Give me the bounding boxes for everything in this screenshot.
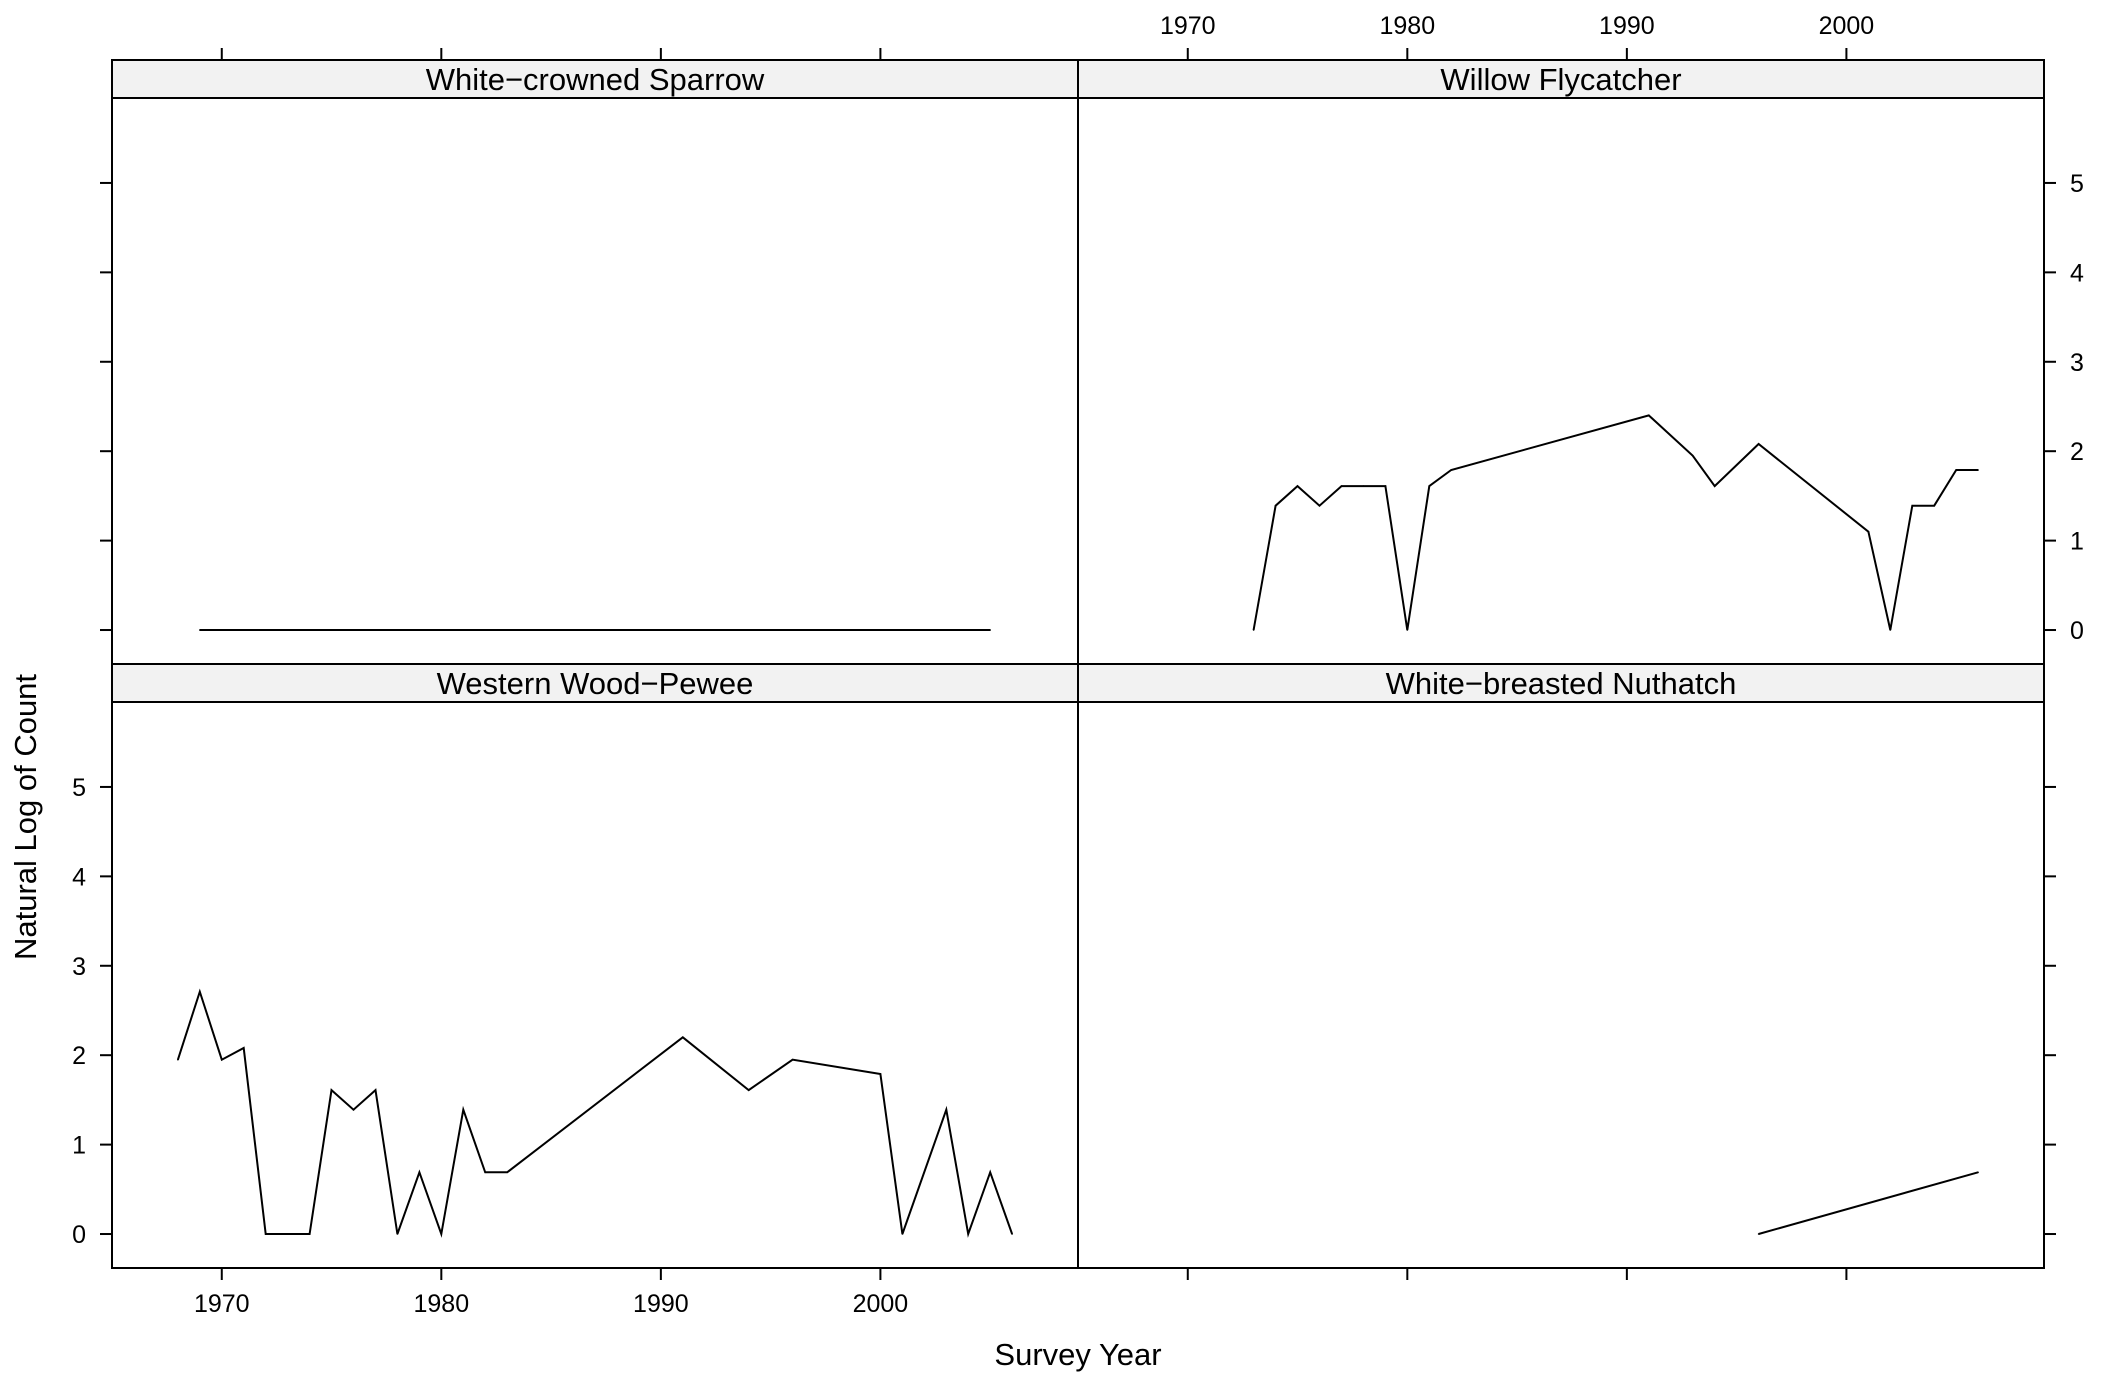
- panels-layer: White−crowned Sparrow Willow Flycatcher We…: [111, 59, 2045, 1269]
- data-point: [791, 1058, 794, 1061]
- series-line: [176, 988, 1014, 1238]
- strip-label: Western Wood−Pewee: [437, 666, 754, 701]
- panel-bottom-right: White−breasted Nuthatch: [1077, 663, 2045, 1269]
- data-point: [879, 1073, 882, 1075]
- data-point: [1296, 485, 1299, 487]
- strip-label: White−breasted Nuthatch: [1386, 666, 1737, 701]
- data-point: [682, 1036, 684, 1039]
- panel-border: [1077, 663, 2045, 1269]
- data-point: [1428, 485, 1431, 487]
- data-point: [945, 1108, 948, 1111]
- data-point: [1889, 629, 1892, 631]
- data-point: [1450, 469, 1452, 471]
- strip-background: [1077, 59, 2045, 99]
- data-point: [1713, 485, 1716, 487]
- data-point: [1384, 485, 1387, 487]
- data-point: [1977, 469, 1979, 471]
- strip-label: White−crowned Sparrow: [426, 62, 765, 97]
- data-point: [1274, 504, 1277, 507]
- data-point: [901, 1233, 904, 1235]
- panel-border: [1077, 59, 2045, 665]
- x-tick-label: 1990: [1599, 12, 1655, 40]
- data-point: [1867, 530, 1870, 533]
- data-point: [396, 1233, 399, 1235]
- data-point: [1252, 629, 1255, 631]
- data-point: [264, 1233, 267, 1235]
- panel-border: [111, 59, 1079, 665]
- data-point: [1691, 454, 1694, 457]
- x-tick-label: 1980: [1380, 12, 1436, 40]
- data-point: [242, 1047, 245, 1049]
- data-point: [1011, 1233, 1013, 1235]
- y-tick-label: 3: [2070, 349, 2084, 377]
- x-tick-label: 1980: [414, 1290, 470, 1318]
- y-tick-label: 4: [2070, 259, 2084, 287]
- y-tick-label: 0: [2070, 617, 2084, 645]
- data-point: [418, 1171, 421, 1174]
- y-axis-title: Natural Log of Count: [8, 674, 43, 960]
- x-axis-title: Survey Year: [994, 1337, 1161, 1372]
- data-point: [199, 629, 201, 631]
- data-point: [506, 1171, 509, 1174]
- panel-top-right: Willow Flycatcher: [1077, 59, 2045, 665]
- data-point: [1406, 629, 1409, 631]
- data-point: [199, 990, 201, 993]
- x-tick-label: 1990: [633, 1290, 689, 1318]
- series-line: [1252, 414, 1979, 631]
- data-point: [1318, 504, 1321, 507]
- panel-bottom-left: Western Wood−Pewee: [111, 663, 1079, 1269]
- panel-border: [111, 663, 1079, 1269]
- data-point: [484, 1171, 487, 1174]
- data-point: [1933, 504, 1935, 507]
- data-point: [1977, 1171, 1979, 1174]
- data-point: [1340, 485, 1343, 487]
- data-point: [1648, 414, 1650, 417]
- data-point: [352, 1108, 355, 1111]
- data-point: [1757, 1233, 1760, 1235]
- series-line: [1758, 1171, 1979, 1235]
- data-point: [440, 1233, 443, 1235]
- data-point: [177, 1058, 179, 1061]
- data-point: [462, 1108, 465, 1111]
- data-point: [221, 1058, 223, 1061]
- data-point: [1362, 485, 1365, 487]
- data-point: [1911, 504, 1914, 507]
- x-tick-label: 2000: [1819, 12, 1875, 40]
- y-tick-label: 1: [72, 1132, 86, 1160]
- y-tick-label: 2: [72, 1042, 86, 1070]
- data-point: [330, 1089, 333, 1091]
- data-point: [374, 1089, 377, 1091]
- data-point: [1955, 469, 1957, 471]
- y-tick-label: 5: [72, 774, 86, 802]
- y-tick-label: 1: [2070, 528, 2084, 556]
- y-tick-label: 3: [72, 953, 86, 981]
- panel-top-left: White−crowned Sparrow: [111, 59, 1079, 665]
- x-tick-label: 2000: [853, 1290, 909, 1318]
- data-point: [286, 1233, 289, 1235]
- axes-layer: 1970 1980 1990 2000 1970 1980 1990 2000 0 1 2 3 4 5 0 1…: [72, 12, 2084, 1318]
- x-tick-label: 1970: [194, 1290, 250, 1318]
- x-tick-label: 1970: [1160, 12, 1216, 40]
- data-point: [989, 629, 991, 631]
- y-tick-label: 2: [2070, 438, 2084, 466]
- data-point: [747, 1089, 750, 1091]
- y-tick-label: 0: [72, 1221, 86, 1249]
- y-tick-label: 4: [72, 863, 86, 891]
- data-point: [308, 1233, 311, 1235]
- data-point: [989, 1171, 991, 1174]
- data-point: [1757, 443, 1760, 445]
- y-tick-label: 5: [2070, 170, 2084, 198]
- strip-label: Willow Flycatcher: [1440, 62, 1681, 97]
- data-point: [967, 1233, 969, 1235]
